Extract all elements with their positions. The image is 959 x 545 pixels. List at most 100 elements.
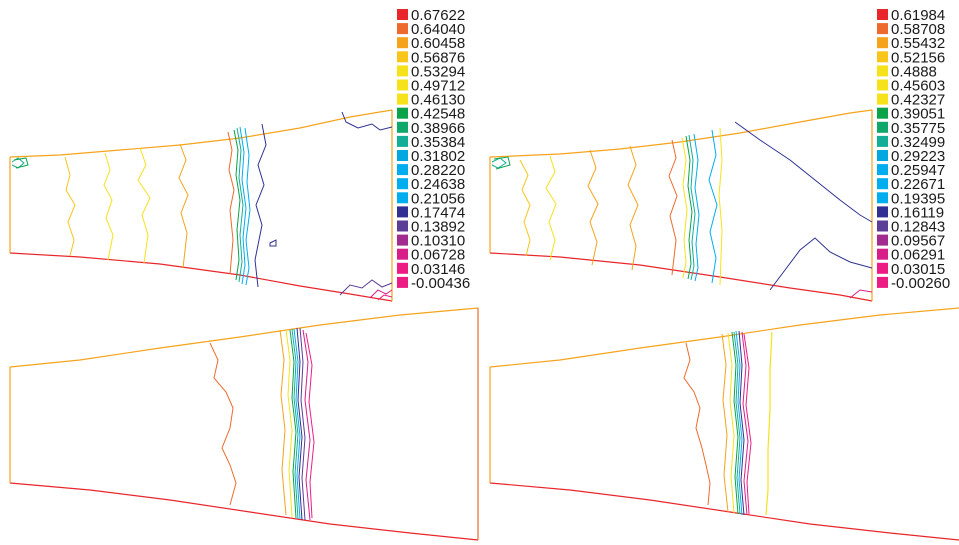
contour-line [227,131,235,275]
legend-label: 0.53294 [411,63,465,80]
contour-line [341,111,393,131]
legend-label: 0.32499 [891,134,945,151]
contour-line [103,152,114,261]
legend-swatch [877,234,888,246]
domain-bottom-boundary [9,482,479,541]
contour-line [708,129,718,284]
legend-label: 0.24638 [411,176,465,193]
legend-left: 0.676220.640400.604580.568760.532940.497… [397,7,470,292]
legend-label: 0.46130 [411,92,465,109]
contour-line [285,329,293,518]
contour-line [627,145,639,271]
legend-swatch [397,150,408,161]
contour-line [296,327,303,521]
legend-label: 0.13892 [411,219,465,236]
legend-label: 0.60458 [411,35,465,52]
legend-swatch [877,220,888,232]
legend-label: 0.35384 [411,134,465,151]
contour-line [291,328,299,520]
contour-line [299,327,306,521]
legend-swatch [877,65,888,77]
domain-top-boundary [9,109,393,158]
legend-label: 0.38966 [411,120,465,137]
contour-line [545,155,557,261]
contour-panel-top-right [489,109,873,302]
contour-line [519,159,531,257]
legend-label: 0.45603 [891,78,945,95]
contour-line [305,332,315,519]
legend-label: 0.03146 [411,261,465,278]
contour-line [493,156,511,170]
legend-label: 0.39051 [891,106,945,123]
legend-label: 0.61984 [891,7,945,24]
legend-label: 0.06728 [411,247,465,264]
legend-swatch [877,150,888,161]
contour-line [681,137,688,279]
contour-line [13,157,29,169]
contour-line [734,121,873,223]
legend-label: 0.10310 [411,233,465,250]
contour-line [731,331,739,515]
contour-panel-bottom-right [489,307,959,541]
contour-line [693,133,700,282]
contour-line [279,329,287,516]
legend-swatch [877,23,888,35]
legend-swatch [877,79,888,91]
contour-line [244,127,251,286]
legend-swatch [877,51,888,63]
contour-line [849,289,873,299]
legend-swatch [397,178,408,190]
contour-line [688,134,696,281]
domain-top-boundary [489,307,959,368]
legend-swatch [877,107,888,119]
legend-label: 0.42327 [891,92,945,109]
legend-swatch [877,178,888,190]
legend-swatch [397,135,408,147]
legend-label: 0.52156 [891,49,945,66]
legend-label: 0.49712 [411,78,465,95]
legend-label: 0.42548 [411,106,465,123]
legend-swatch [397,65,408,77]
contour-panel-top-left [9,109,393,302]
legend-label: 0.56876 [411,49,465,66]
legend-swatch [397,248,408,260]
domain-bottom-boundary [489,252,873,302]
contour-line [769,237,873,291]
contour-line [377,294,393,301]
contour-panel-bottom-left [9,307,479,541]
legend-swatch [397,79,408,91]
legend-swatch [397,93,408,105]
legend-label: 0.64040 [411,21,465,38]
legend-right: 0.619840.587080.554320.521560.48880.4560… [877,7,950,292]
legend-swatch [877,37,888,49]
legend-label: 0.29223 [891,148,945,165]
legend-label: -0.00260 [891,275,950,292]
legend-swatch [877,276,888,288]
legend-swatch [877,262,888,274]
legend-swatch [397,220,408,232]
contour-line [668,139,678,276]
legend-label: 0.12843 [891,219,945,236]
legend-label: 0.35775 [891,120,945,137]
contour-line [269,239,277,247]
contour-line [339,279,393,296]
domain-bottom-boundary [489,482,959,541]
legend-swatch [397,9,408,20]
contour-line [209,342,237,506]
legend-swatch [397,121,408,133]
contour-line [721,333,729,513]
contour-line [735,330,743,516]
contour-line [683,342,711,506]
contour-line [738,330,745,516]
contour-line [302,329,311,521]
legend-label: 0.31802 [411,148,465,165]
contour-line [178,143,189,269]
legend-label: 0.06291 [891,247,945,264]
legend-swatch [877,93,888,105]
contour-line [491,157,507,169]
contour-line [137,147,151,264]
legend-swatch [877,192,888,204]
contour-line [741,331,749,516]
legend-label: 0.28220 [411,162,465,179]
legend-label: 0.4888 [891,63,937,80]
